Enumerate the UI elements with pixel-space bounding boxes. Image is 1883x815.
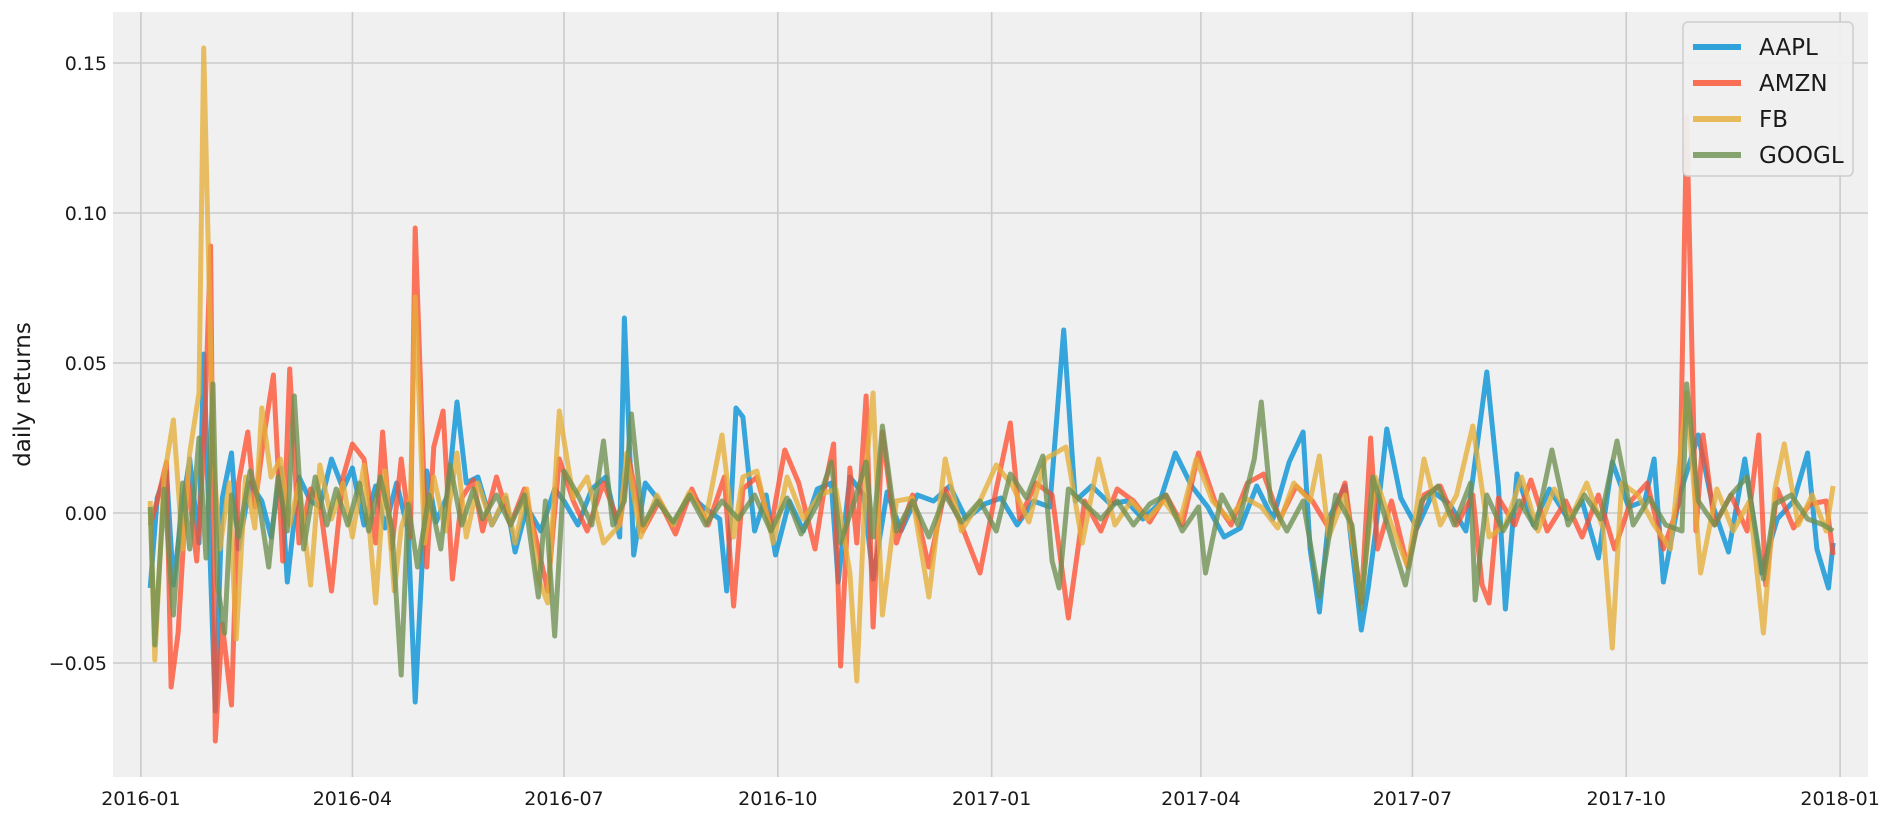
x-tick-label: 2018-01 [1800,788,1879,810]
x-tick-label: 2016-04 [313,788,392,810]
x-tick-label: 2017-04 [1161,788,1240,810]
x-tick-label: 2017-07 [1373,788,1452,810]
y-tick-label: 0.00 [65,503,107,525]
x-tick-label: 2016-01 [101,788,180,810]
x-tick-label: 2017-01 [952,788,1031,810]
y-tick-label: 0.10 [65,203,107,225]
y-tick-label: 0.05 [65,353,107,375]
legend-label: AAPL [1759,35,1818,61]
legend-label: GOOGL [1759,143,1844,169]
plot-background [113,12,1868,777]
legend-box [1682,21,1854,177]
x-tick-label: 2016-10 [738,788,817,810]
y-tick-label: −0.05 [49,653,107,675]
series-lines [147,45,1836,744]
y-axis-label: daily returns [10,322,36,467]
legend-label: AMZN [1759,71,1828,97]
legend-label: FB [1759,107,1788,133]
legend: AAPL AMZN FB GOOGL [1682,21,1854,177]
x-tick-label: 2017-10 [1587,788,1666,810]
series-line-googl [147,381,1835,678]
x-tick-label: 2016-07 [524,788,603,810]
series-line-fb [147,45,1836,684]
y-tick-label: 0.15 [65,53,107,75]
tick-labels: 2016-01 2016-04 2016-07 2016-10 2017-01 2017-… [49,53,1880,810]
